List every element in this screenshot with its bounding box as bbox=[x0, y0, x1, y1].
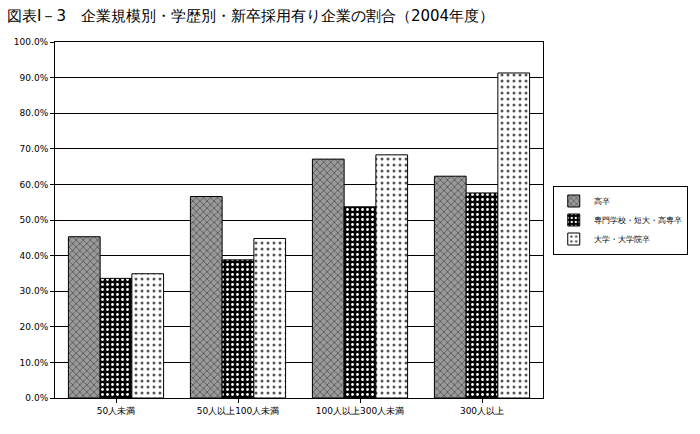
svg-text:専門学校・短大・高専卒: 専門学校・短大・高専卒 bbox=[594, 216, 682, 225]
svg-text:70.0%: 70.0% bbox=[20, 144, 49, 154]
svg-text:10.0%: 10.0% bbox=[20, 358, 49, 368]
svg-text:300人以上: 300人以上 bbox=[460, 406, 504, 416]
svg-text:90.0%: 90.0% bbox=[20, 73, 49, 83]
svg-text:高卒: 高卒 bbox=[594, 197, 610, 206]
svg-text:40.0%: 40.0% bbox=[20, 251, 49, 261]
svg-text:30.0%: 30.0% bbox=[20, 286, 49, 296]
svg-text:20.0%: 20.0% bbox=[20, 322, 49, 332]
svg-text:50人未満: 50人未満 bbox=[97, 406, 135, 416]
svg-text:80.0%: 80.0% bbox=[20, 108, 49, 118]
svg-text:50.0%: 50.0% bbox=[20, 215, 49, 225]
svg-text:50人以上100人未満: 50人以上100人未満 bbox=[197, 406, 280, 416]
svg-text:60.0%: 60.0% bbox=[20, 180, 49, 190]
svg-text:0.0%: 0.0% bbox=[25, 393, 48, 403]
svg-text:図表Ⅰ－3 企業規模別・学歴別・新卒採用有り企業の割合（20: 図表Ⅰ－3 企業規模別・学歴別・新卒採用有り企業の割合（2004年度） bbox=[7, 7, 494, 25]
svg-text:大学・大学院卒: 大学・大学院卒 bbox=[594, 235, 650, 244]
svg-text:100人以上300人未満: 100人以上300人未満 bbox=[316, 406, 404, 416]
svg-text:100.0%: 100.0% bbox=[14, 37, 49, 47]
